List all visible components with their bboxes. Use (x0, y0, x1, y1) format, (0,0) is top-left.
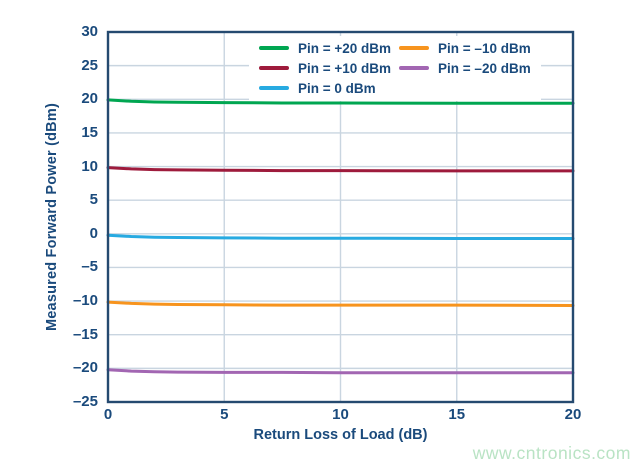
legend-item: Pin = –20 dBm (399, 59, 531, 77)
y-tick-label: 10 (81, 157, 98, 175)
legend-label: Pin = 0 dBm (298, 80, 376, 96)
x-tick-label: 0 (103, 406, 113, 423)
y-tick-label: –25 (72, 393, 98, 410)
y-tick-label: 15 (81, 123, 98, 141)
y-tick-label: –15 (72, 325, 98, 343)
legend-swatch-icon (259, 46, 289, 50)
y-tick-label: 5 (89, 191, 98, 209)
y-tick-label: –20 (72, 359, 98, 377)
series-line (106, 300, 575, 307)
x-tick-label: 5 (220, 406, 229, 423)
legend-item: Pin = +10 dBm (259, 59, 391, 77)
y-tick-label: 20 (81, 90, 98, 108)
y-tick-label: 25 (81, 56, 98, 74)
x-tick-label: 10 (332, 406, 349, 423)
legend-swatch-icon (399, 46, 430, 50)
y-tick-label: –10 (72, 292, 98, 310)
y-axis-title: Measured Forward Power (dBm) (44, 103, 60, 331)
series-line (106, 368, 575, 375)
plot-frame (106, 30, 575, 404)
watermark: www.cntronics.com (472, 443, 631, 463)
legend-label: Pin = +10 dBm (298, 60, 392, 76)
series-line (106, 233, 575, 240)
legend-swatch-icon (259, 66, 289, 70)
y-tick-label: –5 (81, 258, 98, 276)
legend-swatch-icon (399, 66, 430, 70)
legend-item: Pin = –10 dBm (399, 39, 531, 57)
y-tick-label: 30 (81, 23, 98, 40)
x-tick-label: 15 (448, 406, 466, 423)
x-tick-label: 20 (564, 406, 582, 423)
series-line (106, 98, 575, 105)
legend-item: Pin = +20 dBm (259, 39, 391, 57)
x-axis-title: Return Loss of Load (dB) (253, 427, 428, 443)
legend-label: Pin = –10 dBm (438, 40, 531, 56)
legend-label: Pin = –20 dBm (438, 60, 531, 76)
legend-label: Pin = +20 dBm (298, 40, 392, 56)
legend-item: Pin = 0 dBm (259, 79, 391, 97)
y-tick-label: 0 (89, 224, 98, 242)
legend: Pin = +20 dBm Pin = +10 dBm Pin = 0 dBm Pin… (249, 36, 541, 101)
legend-swatch-icon (259, 86, 289, 90)
series-line (106, 166, 575, 173)
